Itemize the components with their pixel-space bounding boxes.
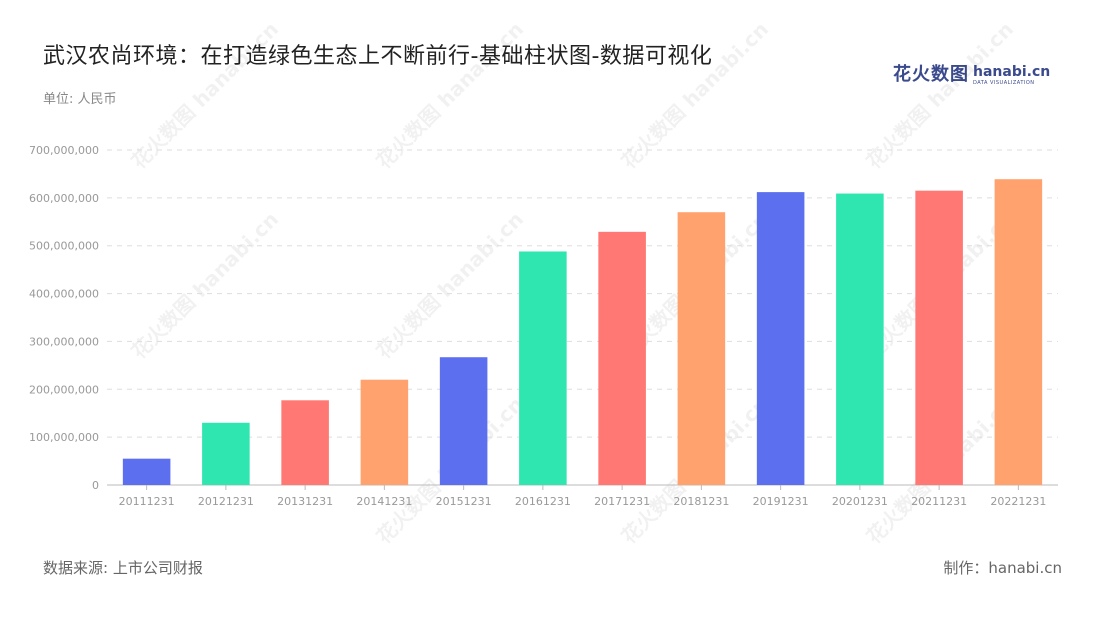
y-tick-label: 0 (92, 479, 99, 492)
x-tick-label: 20131231 (277, 495, 333, 508)
y-tick-label: 600,000,000 (29, 192, 99, 205)
bar (756, 192, 805, 485)
logo-text-cn: 花火数图 (893, 64, 969, 85)
bar (519, 251, 567, 485)
bar (915, 190, 963, 485)
bar (202, 422, 250, 485)
x-tick-label: 20171231 (594, 495, 650, 508)
chart-title: 武汉农尚环境：在打造绿色生态上不断前行-基础柱状图-数据可视化 (43, 44, 713, 69)
watermark-logo: 花火数图 hanabi.cn (372, 207, 528, 363)
brand-logo: 花火数图 hanabi.cn DATA VISUALIZATION (893, 60, 1050, 86)
x-tick-label: 20121231 (198, 495, 254, 508)
x-tick-label: 20181231 (673, 495, 729, 508)
x-tick-label: 20201231 (832, 495, 888, 508)
credit-label: 制作：hanabi.cn (943, 559, 1062, 577)
logo-subtitle: DATA VISUALIZATION (973, 80, 1035, 86)
bar (360, 379, 409, 485)
y-tick-label: 700,000,000 (29, 144, 99, 157)
bar (598, 231, 646, 485)
watermark-logo: 花火数图 hanabi.cn (127, 207, 283, 363)
bar (122, 458, 171, 485)
bar (677, 212, 726, 485)
bar (439, 357, 488, 485)
bar (836, 193, 884, 486)
x-tick-label: 20111231 (119, 495, 175, 508)
data-source: 数据来源: 上市公司财报 (43, 559, 203, 577)
y-tick-label: 200,000,000 (29, 383, 99, 396)
y-tick-label: 300,000,000 (29, 335, 99, 348)
x-tick-label: 20191231 (753, 495, 809, 508)
y-tick-label: 100,000,000 (29, 431, 99, 444)
x-tick-label: 20141231 (356, 495, 412, 508)
x-tick-label: 20221231 (990, 495, 1046, 508)
x-tick-label: 20211231 (911, 495, 967, 508)
y-tick-label: 500,000,000 (29, 240, 99, 253)
bar (994, 179, 1043, 485)
x-tick-label: 20161231 (515, 495, 571, 508)
y-tick-label: 400,000,000 (29, 288, 99, 301)
bar (281, 400, 329, 485)
unit-label: 单位: 人民币 (43, 92, 117, 107)
x-tick-label: 20151231 (436, 495, 492, 508)
logo-text-en: hanabi.cn (973, 64, 1051, 80)
